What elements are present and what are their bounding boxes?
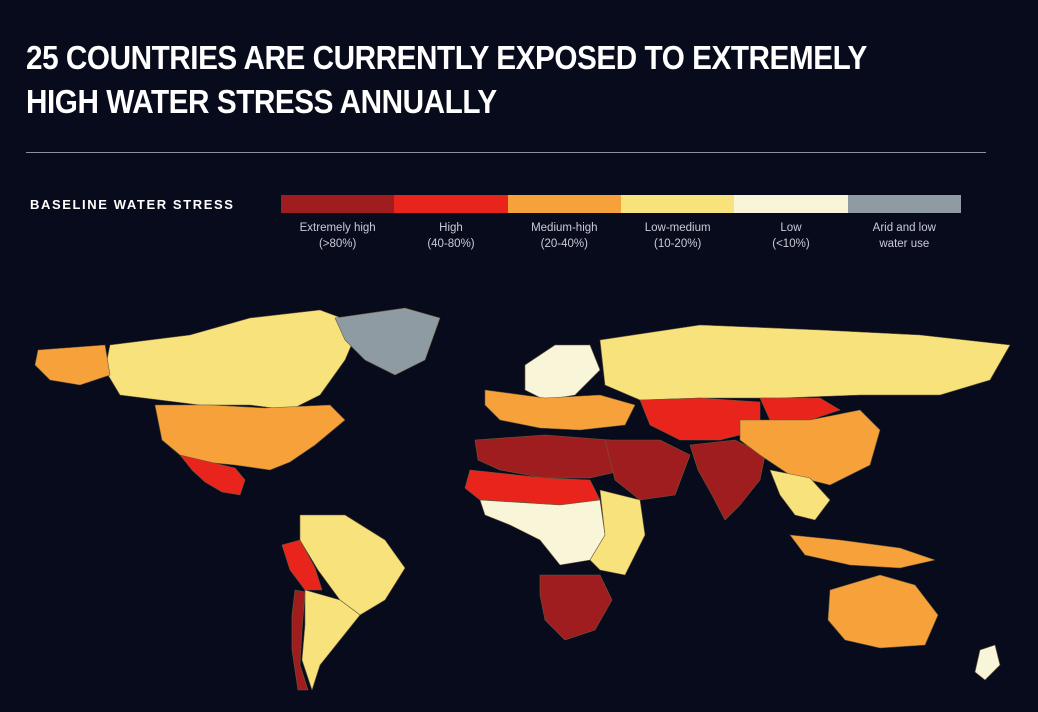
region-russia bbox=[599, 324, 1011, 401]
region-central-africa bbox=[479, 499, 606, 566]
legend-label: High (40-80%) bbox=[427, 222, 475, 250]
legend-label: Arid and low water use bbox=[872, 222, 936, 250]
region-new-zealand bbox=[974, 644, 1001, 681]
legend-label: Low-medium (10-20%) bbox=[644, 222, 711, 250]
legend-item-extremely-high: Extremely high (>80%) bbox=[281, 195, 395, 252]
region-argentina bbox=[301, 589, 361, 691]
region-alaska bbox=[34, 344, 111, 386]
legend-label: Low (<10%) bbox=[772, 222, 810, 250]
legend-title: BASELINE WATER STRESS bbox=[30, 197, 235, 212]
region-europe-north bbox=[524, 344, 601, 401]
region-indonesia bbox=[789, 534, 936, 569]
region-china bbox=[739, 409, 881, 486]
legend-swatch bbox=[734, 195, 848, 213]
region-east-africa bbox=[589, 489, 646, 576]
region-mongolia bbox=[759, 397, 841, 421]
region-north-africa bbox=[474, 434, 626, 479]
region-middle-east bbox=[604, 439, 691, 501]
region-mexico bbox=[179, 454, 246, 496]
region-australia bbox=[827, 574, 939, 649]
legend-item-medium-high: Medium-high (20-40%) bbox=[507, 195, 621, 252]
legend-label: Medium-high (20-40%) bbox=[531, 222, 598, 250]
legend-swatch bbox=[507, 195, 621, 213]
legend-item-high: High (40-80%) bbox=[394, 195, 508, 252]
region-europe-south bbox=[484, 389, 636, 431]
world-map bbox=[34, 307, 1011, 691]
legend-label: Extremely high (>80%) bbox=[299, 222, 376, 250]
legend-item-low-medium: Low-medium (10-20%) bbox=[620, 195, 735, 252]
region-usa bbox=[154, 404, 346, 471]
region-canada bbox=[104, 309, 361, 411]
region-india bbox=[689, 439, 766, 521]
legend-swatch bbox=[394, 195, 508, 213]
region-peru-bolivia bbox=[281, 539, 323, 591]
region-southern-africa bbox=[539, 574, 613, 641]
region-southeast-asia bbox=[769, 469, 831, 521]
legend: Extremely high (>80%) High (40-80%) Medi… bbox=[281, 195, 961, 252]
region-chile bbox=[291, 589, 309, 691]
legend-swatch bbox=[847, 195, 961, 213]
divider bbox=[26, 152, 986, 153]
legend-item-arid: Arid and low water use bbox=[847, 195, 961, 252]
legend-swatch bbox=[281, 195, 395, 213]
region-greenland bbox=[334, 307, 441, 376]
legend-swatch bbox=[620, 195, 735, 213]
map-title: 25 COUNTRIES ARE CURRENTLY EXPOSED TO EX… bbox=[26, 39, 867, 120]
legend-item-low: Low (<10%) bbox=[734, 195, 848, 252]
region-south-america-east bbox=[299, 514, 406, 616]
